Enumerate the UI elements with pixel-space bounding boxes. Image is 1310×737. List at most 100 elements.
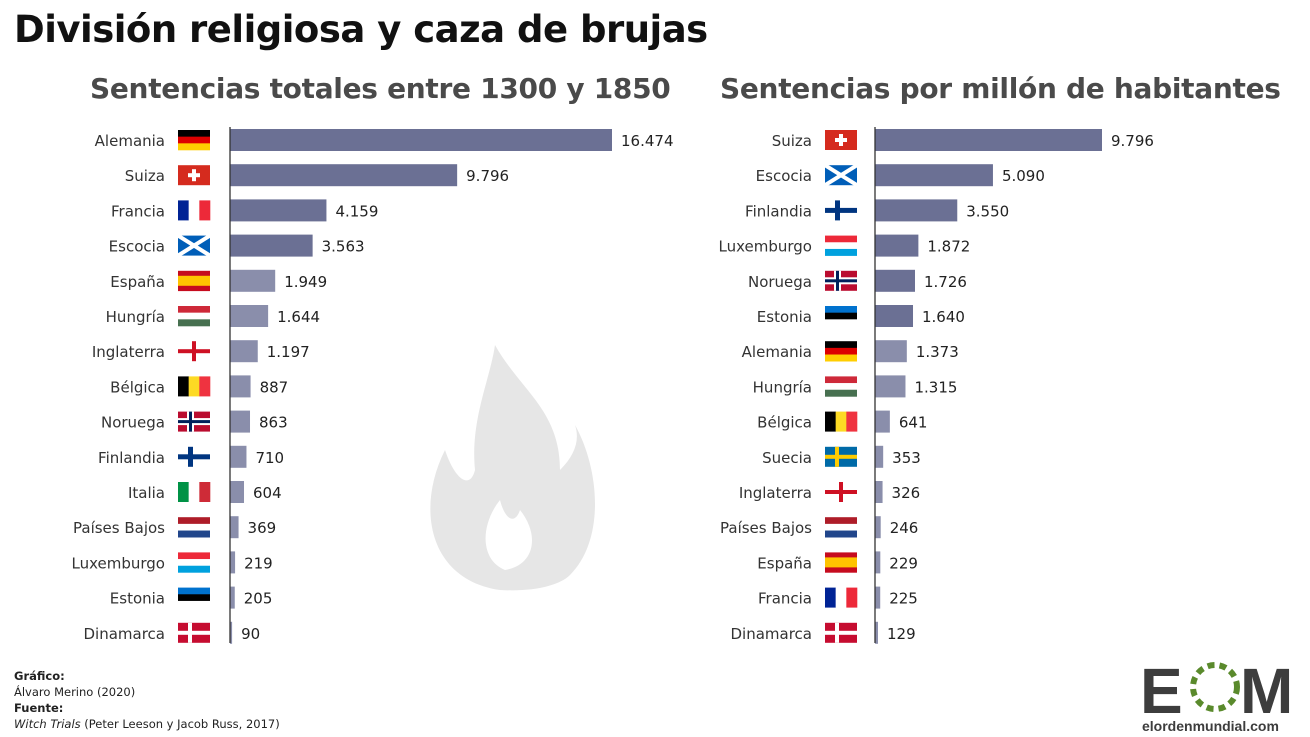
chart-title-left: Sentencias totales entre 1300 y 1850 [90, 72, 671, 105]
value-label: 326 [892, 484, 921, 502]
category-label: Escocia [756, 167, 812, 185]
category-label: Hungría [106, 308, 165, 326]
flag-icon-países-bajos [178, 517, 210, 538]
logo-site: elordenmundial.com [1142, 718, 1279, 734]
value-label: 1.949 [284, 273, 327, 291]
bar [875, 621, 878, 644]
bar [230, 305, 269, 327]
value-label: 1.373 [916, 343, 959, 361]
category-label: Francia [758, 590, 812, 608]
bar [875, 234, 919, 257]
svg-text:E: E [1140, 655, 1183, 727]
value-label: 369 [248, 519, 277, 537]
value-label: 205 [244, 590, 273, 608]
value-label: 129 [887, 625, 916, 643]
value-label: 1.197 [267, 343, 310, 361]
flag-icon-españa [825, 552, 857, 573]
bar [230, 129, 612, 151]
bar [230, 410, 251, 433]
flag-icon-hungría [825, 376, 857, 397]
value-label: 1.315 [914, 378, 957, 396]
category-label: Bélgica [110, 378, 165, 396]
category-label: Suiza [772, 132, 812, 150]
bar [875, 164, 993, 187]
value-label: 1.640 [922, 308, 965, 326]
value-label: 1.872 [927, 238, 970, 256]
bar [230, 516, 239, 539]
value-label: 5.090 [1002, 167, 1045, 185]
bar [875, 481, 883, 503]
flag-icon-noruega [825, 270, 857, 291]
flag-icon-alemania [178, 130, 210, 151]
bar [230, 375, 251, 398]
category-label: Alemania [742, 343, 812, 361]
category-label: Estonia [110, 590, 165, 608]
category-label: Bélgica [757, 414, 812, 432]
category-label: Noruega [748, 273, 812, 291]
category-label: España [757, 554, 812, 572]
flag-icon-luxemburgo [825, 235, 857, 256]
category-label: Inglaterra [92, 343, 165, 361]
value-label: 219 [244, 554, 273, 572]
category-label: Dinamarca [84, 625, 166, 643]
flag-icon-finlandia [825, 200, 857, 221]
bar [230, 621, 233, 644]
value-label: 225 [889, 590, 918, 608]
bar [230, 234, 313, 257]
value-label: 3.563 [322, 238, 365, 256]
flag-icon-inglaterra [825, 482, 857, 502]
value-label: 641 [899, 414, 928, 432]
fuente-label: Fuente: [14, 701, 64, 715]
category-label: Francia [111, 202, 165, 220]
bar [875, 445, 884, 468]
fuente-rest: (Peter Leeson y Jacob Russ, 2017) [80, 717, 280, 731]
category-label: Dinamarca [731, 625, 813, 643]
category-label: Escocia [109, 238, 165, 256]
bar [230, 164, 458, 187]
category-label: Hungría [753, 378, 812, 396]
flag-icon-inglaterra [178, 341, 210, 362]
footer: Gráfico: Álvaro Merino (2020) Fuente: Wi… [14, 668, 280, 732]
bar [875, 586, 881, 609]
value-label: 353 [892, 449, 921, 467]
fire-icon [430, 345, 595, 591]
bar [230, 199, 327, 222]
flag-icon-suiza [825, 130, 857, 150]
value-label: 710 [255, 449, 284, 467]
bar [230, 481, 245, 503]
category-label: Italia [128, 484, 165, 502]
category-label: Países Bajos [73, 519, 165, 537]
category-label: Finlandia [745, 202, 812, 220]
flag-icon-dinamarca [825, 622, 857, 643]
category-label: Suecia [762, 449, 812, 467]
value-label: 90 [241, 625, 260, 643]
value-label: 16.474 [621, 132, 674, 150]
flag-icon-bélgica [178, 376, 211, 397]
bar [875, 410, 890, 433]
bar [230, 445, 247, 468]
bar [875, 551, 881, 574]
bar [875, 269, 915, 292]
fuente-title: Witch Trials [14, 717, 81, 731]
flag-icon-estonia [825, 306, 857, 327]
bar [875, 340, 907, 363]
page-title: División religiosa y caza de brujas [14, 8, 708, 51]
flag-icon-dinamarca [178, 622, 210, 643]
value-label: 863 [259, 414, 288, 432]
flag-icon-italia [178, 482, 211, 502]
flag-icon-alemania [825, 341, 857, 362]
bar [875, 199, 958, 222]
bar [875, 375, 906, 398]
category-label: Estonia [757, 308, 812, 326]
flag-icon-finlandia [178, 446, 210, 467]
category-label: Finlandia [98, 449, 165, 467]
svg-text:M: M [1240, 655, 1293, 727]
category-label: Noruega [101, 414, 165, 432]
category-label: Alemania [95, 132, 165, 150]
flag-icon-hungría [178, 306, 210, 327]
flag-icon-suecia [825, 446, 857, 467]
category-label: Luxemburgo [719, 238, 813, 256]
flag-icon-bélgica [825, 411, 858, 432]
